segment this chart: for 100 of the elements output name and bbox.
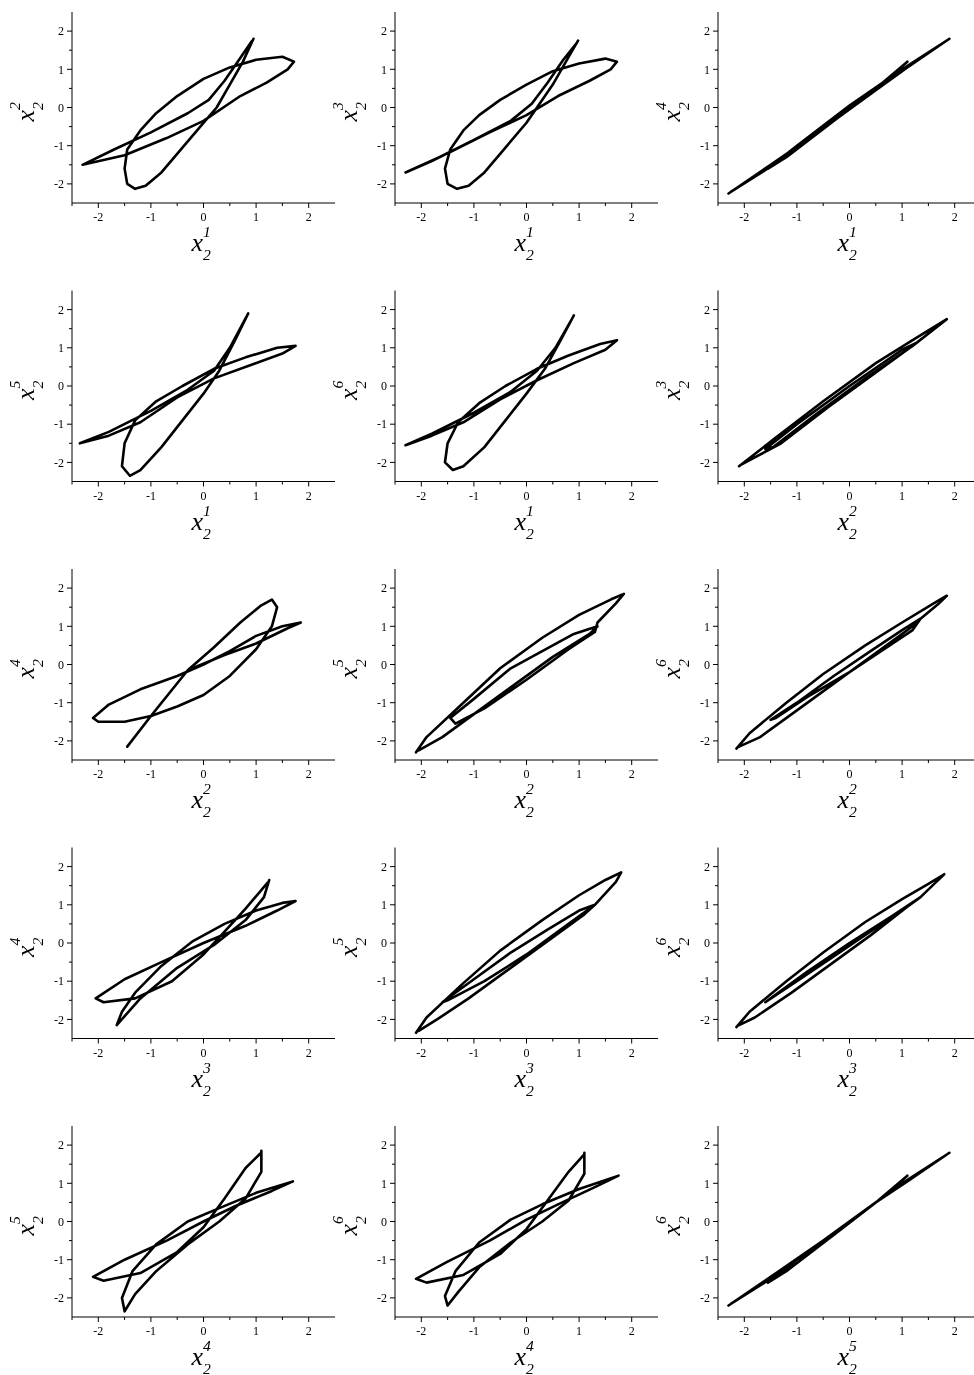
y-tick-label: 1 bbox=[381, 1176, 387, 1191]
y-tick-label: 2 bbox=[381, 859, 387, 874]
x-tick-label: -2 bbox=[416, 488, 427, 503]
y-tick-label: 1 bbox=[58, 898, 64, 912]
y-tick-label: 0 bbox=[381, 657, 387, 672]
line-series bbox=[727, 1151, 951, 1307]
y-tick-label: 2 bbox=[58, 24, 64, 39]
y-tick-label: 1 bbox=[704, 1176, 710, 1191]
y-tick-label: -1 bbox=[377, 1252, 387, 1267]
x-tick-label: 2 bbox=[628, 1045, 635, 1060]
x-tick-label: -2 bbox=[739, 488, 750, 503]
x-tick-label: 1 bbox=[576, 1324, 583, 1338]
y-tick-label: -2 bbox=[54, 1291, 64, 1306]
y-tick-label: 2 bbox=[58, 581, 64, 596]
y-tick-label: -2 bbox=[377, 734, 387, 749]
y-tick-label: 1 bbox=[58, 341, 64, 355]
x-tick-label: -1 bbox=[468, 488, 479, 503]
x-tick-label: -1 bbox=[468, 767, 479, 781]
y-tick-label: -2 bbox=[377, 1291, 387, 1306]
y-tick-label: 0 bbox=[58, 379, 64, 394]
y-tick-label: 0 bbox=[381, 936, 387, 951]
x-tick-label: 1 bbox=[899, 488, 906, 503]
y-tick-label: 0 bbox=[381, 1214, 387, 1229]
y-tick-label: 0 bbox=[381, 379, 387, 394]
x-tick-label: -1 bbox=[468, 1045, 479, 1060]
y-tick-label: 1 bbox=[704, 619, 710, 634]
y-tick-label: 2 bbox=[381, 581, 387, 596]
y-tick-label: 0 bbox=[58, 936, 64, 951]
x-tick-label: -1 bbox=[791, 488, 802, 503]
y-tick-label: -1 bbox=[54, 417, 64, 432]
x-tick-label: 1 bbox=[576, 210, 583, 224]
y-tick-label: -1 bbox=[700, 138, 710, 153]
x-tick-label: -2 bbox=[416, 210, 427, 224]
x-tick-label: 2 bbox=[628, 1324, 635, 1338]
x-tick-label: 2 bbox=[305, 1045, 312, 1060]
y-tick-label: -1 bbox=[377, 695, 387, 710]
x-tick-label: -2 bbox=[739, 767, 750, 781]
x-tick-label: -1 bbox=[145, 1324, 156, 1338]
line-series bbox=[91, 598, 303, 748]
y-tick-label: 0 bbox=[704, 657, 710, 672]
y-tick-label: -2 bbox=[54, 734, 64, 749]
y-tick-label: -2 bbox=[377, 1012, 387, 1027]
x-tick-label: 1 bbox=[899, 1324, 906, 1338]
y-tick-label: 1 bbox=[381, 341, 387, 355]
y-tick-label: -1 bbox=[700, 1252, 710, 1267]
y-tick-label: -2 bbox=[700, 1291, 710, 1306]
x-tick-label: -2 bbox=[93, 767, 104, 781]
y-tick-label: 2 bbox=[704, 1138, 710, 1153]
x-tick-label: 2 bbox=[305, 1324, 312, 1338]
line-series bbox=[735, 594, 949, 750]
y-tick-label: -2 bbox=[54, 177, 64, 192]
x-tick-label: 2 bbox=[951, 488, 958, 503]
y-tick-label: -1 bbox=[54, 1252, 64, 1267]
y-tick-label: 2 bbox=[381, 302, 387, 317]
y-tick-label: -1 bbox=[377, 974, 387, 989]
x-tick-label: -1 bbox=[468, 1324, 479, 1338]
x-tick-label: -1 bbox=[145, 488, 156, 503]
x-tick-label: 2 bbox=[951, 767, 958, 781]
y-tick-label: -2 bbox=[700, 455, 710, 470]
x-tick-label: 0 bbox=[523, 488, 530, 503]
y-tick-label: -2 bbox=[377, 177, 387, 192]
x-tick-label: 2 bbox=[951, 210, 958, 224]
x-tick-label: 0 bbox=[523, 1045, 530, 1060]
x-tick-label: -2 bbox=[739, 1324, 750, 1338]
x-tick-label: 1 bbox=[899, 767, 906, 781]
y-tick-label: 0 bbox=[704, 379, 710, 394]
y-tick-label: 0 bbox=[58, 657, 64, 672]
x-tick-label: 0 bbox=[846, 1045, 853, 1060]
line-series bbox=[414, 592, 626, 754]
y-tick-label: 2 bbox=[704, 24, 710, 39]
x-tick-label: 0 bbox=[846, 767, 853, 781]
y-tick-label: -2 bbox=[54, 1012, 64, 1027]
y-tick-label: -1 bbox=[54, 974, 64, 989]
x-tick-label: 1 bbox=[899, 1045, 906, 1060]
y-tick-label: -2 bbox=[54, 455, 64, 470]
line-series bbox=[81, 37, 296, 191]
x-tick-label: 1 bbox=[253, 488, 260, 503]
x-tick-label: 1 bbox=[576, 767, 583, 781]
x-tick-label: 1 bbox=[576, 1045, 583, 1060]
line-series bbox=[94, 878, 297, 1027]
x-tick-label: -1 bbox=[145, 1045, 156, 1060]
line-series bbox=[404, 39, 619, 191]
x-tick-label: 2 bbox=[305, 210, 312, 224]
y-tick-label: 2 bbox=[704, 581, 710, 596]
y-tick-label: 2 bbox=[704, 302, 710, 317]
y-tick-label: -1 bbox=[54, 695, 64, 710]
x-tick-label: -1 bbox=[145, 210, 156, 224]
x-tick-label: 0 bbox=[200, 210, 207, 224]
x-tick-label: -1 bbox=[468, 210, 479, 224]
y-tick-label: 1 bbox=[58, 62, 64, 77]
y-tick-label: 0 bbox=[704, 1214, 710, 1229]
x-tick-label: 1 bbox=[576, 488, 583, 503]
y-tick-label: 1 bbox=[381, 619, 387, 634]
x-tick-label: 2 bbox=[951, 1045, 958, 1060]
x-tick-label: 1 bbox=[253, 210, 260, 224]
y-tick-label: -1 bbox=[700, 974, 710, 989]
x-tick-label: 0 bbox=[200, 488, 207, 503]
y-tick-label: -1 bbox=[377, 138, 387, 153]
x-tick-label: -1 bbox=[145, 767, 156, 781]
x-tick-label: 0 bbox=[846, 488, 853, 503]
